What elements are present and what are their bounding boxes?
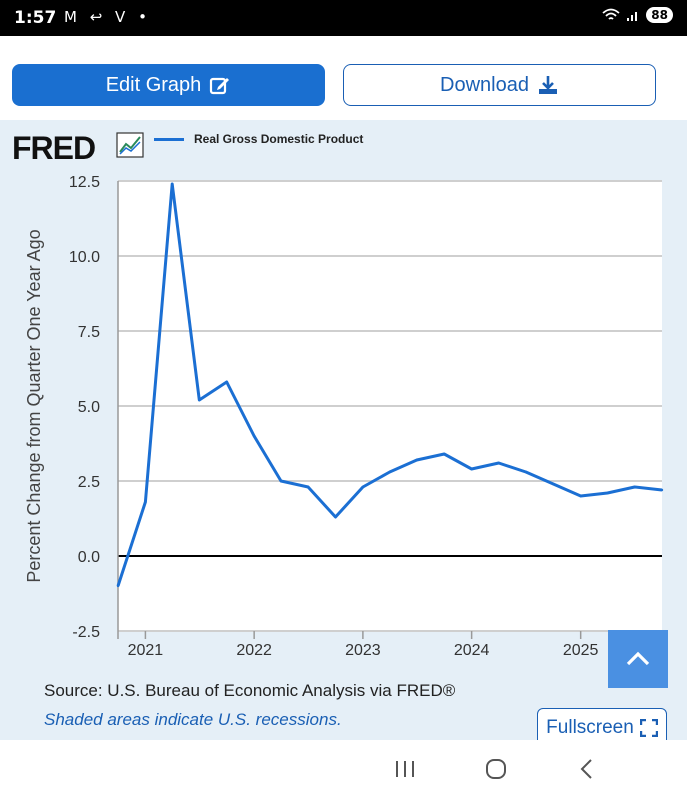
data-point [470, 467, 473, 471]
y-tick-label: 7.5 [78, 324, 100, 341]
x-tick-label: 2021 [128, 642, 164, 659]
y-tick-label: 2.5 [78, 474, 100, 491]
x-tick-label: 2025 [563, 642, 599, 659]
battery-icon: 88 [646, 7, 673, 23]
data-point [443, 452, 446, 456]
data-point [198, 398, 201, 402]
fred-chart-icon [116, 132, 144, 158]
data-point [579, 494, 582, 498]
recent-apps-icon [396, 761, 414, 777]
y-tick-label: 12.5 [69, 174, 100, 191]
data-point [361, 485, 365, 489]
home-button[interactable] [476, 754, 516, 784]
fred-logo: FRED [12, 130, 96, 166]
data-point [306, 485, 310, 489]
back-button[interactable] [567, 754, 607, 784]
y-tick-label: 0.0 [78, 549, 100, 566]
status-right: 88 [602, 7, 673, 23]
data-point [660, 488, 664, 492]
recent-apps-button[interactable] [385, 754, 425, 784]
signal-icon [627, 12, 638, 21]
data-point [497, 461, 500, 465]
back-icon [580, 759, 592, 779]
source-text: Source: U.S. Bureau of Economic Analysis… [44, 681, 456, 700]
chart-legend: Real Gross Domestic Product [154, 132, 363, 146]
download-button[interactable]: Download [343, 64, 656, 106]
data-point [633, 485, 636, 489]
download-label: Download [440, 73, 529, 96]
graph-panel: FRED Real Gross Domestic Product 12.5 10.… [0, 120, 687, 748]
y-tick-label: 5.0 [78, 399, 100, 416]
fullscreen-label: Fullscreen [546, 717, 634, 738]
x-tick-label: 2024 [454, 642, 490, 659]
data-point [171, 182, 174, 186]
wifi-icon [602, 8, 620, 20]
data-point [388, 470, 391, 474]
scroll-to-top-button[interactable] [608, 630, 668, 688]
data-point [144, 500, 147, 504]
data-point [116, 584, 120, 588]
recession-note: Shaded areas indicate U.S. recessions. [44, 710, 342, 729]
y-tick-label: 10.0 [69, 249, 100, 266]
data-point [606, 491, 609, 495]
x-tick-label: 2023 [345, 642, 381, 659]
edit-graph-button[interactable]: Edit Graph [12, 64, 325, 106]
status-bar: 1:57 M ↩ V • 88 [0, 0, 687, 36]
edit-graph-label: Edit Graph [105, 73, 202, 96]
system-nav-bar [0, 740, 687, 800]
gdp-chart: 12.5 10.0 7.5 5.0 2.5 0.0 -2.5 2021 2022 2023 2024… [24, 174, 664, 659]
edit-icon [210, 77, 230, 95]
y-axis-label: Percent Change from Quarter One Year Ago [24, 229, 44, 582]
chevron-up-icon [626, 651, 650, 666]
status-time: 1:57 [14, 8, 57, 28]
data-point [279, 479, 283, 483]
x-tick-label: 2022 [236, 642, 272, 659]
data-point [524, 470, 528, 474]
home-icon [486, 759, 506, 779]
data-point [334, 515, 337, 519]
legend-swatch [154, 137, 184, 141]
notification-icons: M ↩ V • [64, 8, 151, 26]
expand-icon [639, 719, 658, 737]
y-tick-label: -2.5 [72, 624, 100, 641]
data-point [252, 434, 256, 438]
graph-toolbar: Edit Graph Download [0, 36, 687, 120]
download-icon [538, 76, 557, 94]
legend-label: Real Gross Domestic Product [194, 132, 364, 146]
data-point [225, 380, 228, 384]
data-point [415, 458, 419, 462]
data-point [552, 482, 555, 486]
